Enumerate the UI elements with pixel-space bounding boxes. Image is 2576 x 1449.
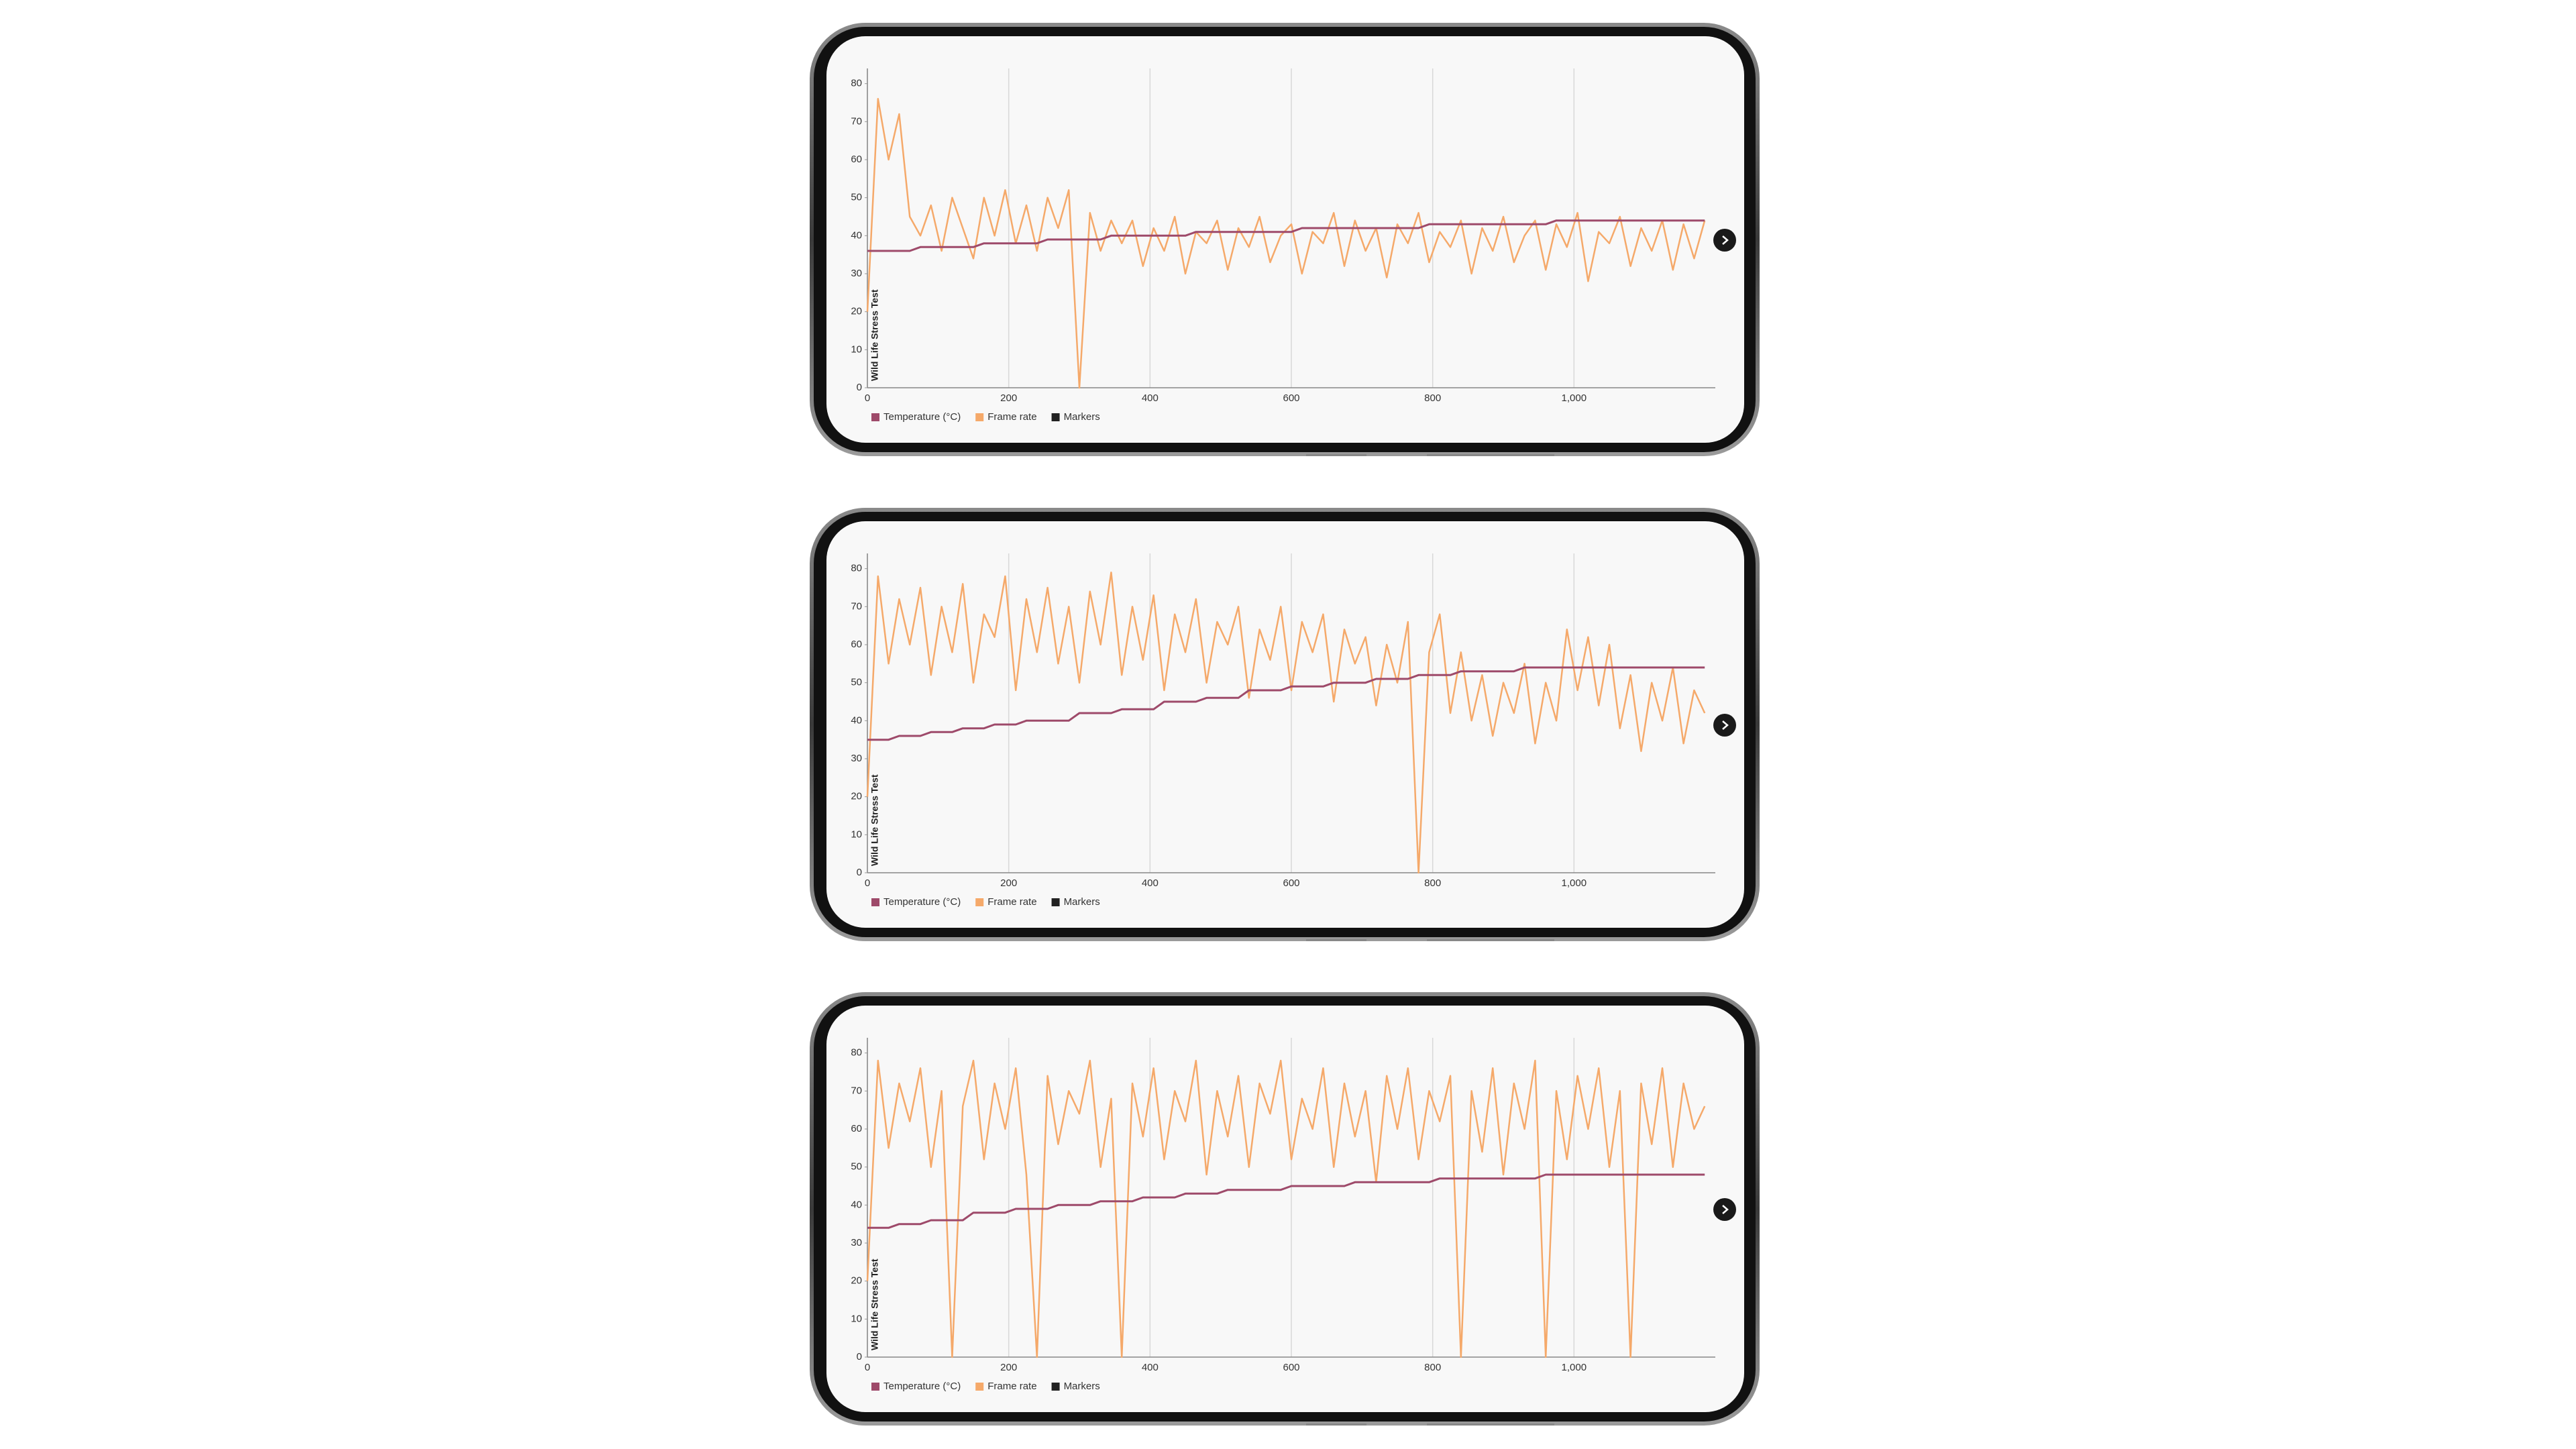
y-tick-label: 0 (857, 1351, 862, 1362)
phone-screen (826, 1006, 1744, 1412)
y-tick-label: 10 (851, 828, 862, 840)
phone: 0 200 400 600 800 1,000 0 10 20 30 40 50 60 70 80 Wild … (810, 508, 1760, 942)
y-tick-label: 40 (851, 714, 862, 726)
legend-swatch (1051, 413, 1060, 421)
legend-label: Frame rate (987, 896, 1036, 908)
x-tick-label: 400 (1142, 392, 1159, 404)
x-tick-label: 800 (1424, 1362, 1441, 1373)
legend-swatch (975, 413, 984, 421)
y-axis-label: Wild Life Stress Test (869, 1258, 880, 1350)
y-tick-label: 20 (851, 306, 862, 317)
x-tick-label: 600 (1283, 1362, 1299, 1373)
side-button (1427, 939, 1554, 942)
y-tick-label: 10 (851, 343, 862, 355)
legend-label: Markers (1064, 1381, 1100, 1392)
y-tick-label: 40 (851, 229, 862, 241)
y-tick-label: 40 (851, 1199, 862, 1210)
x-tick-label: 1,000 (1562, 1362, 1587, 1373)
x-tick-label: 200 (1000, 1362, 1017, 1373)
legend-swatch (871, 413, 879, 421)
y-tick-label: 60 (851, 154, 862, 165)
y-tick-label: 0 (857, 867, 862, 878)
legend-label: Frame rate (987, 1381, 1036, 1392)
y-tick-label: 80 (851, 1047, 862, 1059)
side-button (1427, 1424, 1554, 1426)
legend-label: Markers (1064, 896, 1100, 908)
phone-screen (826, 36, 1744, 443)
x-tick-label: 0 (865, 392, 870, 404)
y-tick-label: 80 (851, 78, 862, 89)
legend-label: Temperature (°C) (883, 896, 961, 908)
y-tick-label: 50 (851, 192, 862, 203)
y-tick-label: 30 (851, 268, 862, 279)
y-tick-label: 10 (851, 1313, 862, 1324)
y-tick-label: 70 (851, 1085, 862, 1096)
y-axis-label: Wild Life Stress Test (869, 774, 880, 866)
side-button (1306, 939, 1366, 942)
x-tick-label: 200 (1000, 392, 1017, 404)
series-line (867, 219, 1705, 252)
nav-arrow (1722, 235, 1729, 245)
legend-swatch (1051, 898, 1060, 906)
nav-button[interactable] (1713, 714, 1736, 737)
y-tick-label: 70 (851, 600, 862, 612)
y-tick-label: 50 (851, 677, 862, 688)
x-tick-label: 800 (1424, 877, 1441, 889)
series-line (866, 572, 1706, 874)
x-tick-label: 600 (1283, 392, 1299, 404)
y-tick-label: 30 (851, 1237, 862, 1248)
nav-arrow (1722, 720, 1729, 730)
chart: 0 200 400 600 800 1,000 0 10 20 30 40 50 60 70 80 Wild … (810, 508, 1760, 942)
phone-screen (826, 521, 1744, 928)
chart: 0 200 400 600 800 1,000 0 10 20 30 40 50 60 70 80 Wild … (810, 992, 1760, 1426)
side-button (1306, 1424, 1366, 1426)
series-line (867, 666, 1705, 741)
y-tick-label: 60 (851, 1123, 862, 1134)
series-line (866, 1059, 1706, 1358)
legend-swatch (871, 1383, 879, 1391)
side-button (1306, 454, 1366, 457)
y-tick-label: 0 (857, 382, 862, 393)
y-tick-label: 20 (851, 791, 862, 802)
x-tick-label: 800 (1424, 392, 1441, 404)
legend-swatch (975, 1383, 984, 1391)
y-tick-label: 60 (851, 639, 862, 650)
x-tick-label: 1,000 (1562, 392, 1587, 404)
series-line (866, 98, 1706, 389)
side-button (1427, 454, 1554, 457)
phone: 0 200 400 600 800 1,000 0 10 20 30 40 50 60 70 80 Wild … (810, 23, 1760, 457)
legend-swatch (871, 898, 879, 906)
x-tick-label: 200 (1000, 877, 1017, 889)
legend-swatch (1051, 1383, 1060, 1391)
nav-button[interactable] (1713, 229, 1736, 252)
legend-swatch (975, 898, 984, 906)
x-tick-label: 0 (865, 1362, 870, 1373)
legend-label: Frame rate (987, 411, 1036, 423)
x-tick-label: 400 (1142, 877, 1159, 889)
y-tick-label: 30 (851, 753, 862, 764)
legend-label: Markers (1064, 411, 1100, 423)
series-line (867, 1173, 1705, 1229)
phone: 0 200 400 600 800 1,000 0 10 20 30 40 50 60 70 80 Wild … (810, 992, 1760, 1426)
legend-label: Temperature (°C) (883, 411, 961, 423)
y-tick-label: 80 (851, 563, 862, 574)
x-tick-label: 1,000 (1562, 877, 1587, 889)
y-tick-label: 70 (851, 115, 862, 127)
x-tick-label: 0 (865, 877, 870, 889)
y-axis-label: Wild Life Stress Test (869, 289, 880, 381)
y-tick-label: 50 (851, 1161, 862, 1173)
nav-button[interactable] (1713, 1198, 1736, 1221)
chart: 0 200 400 600 800 1,000 0 10 20 30 40 50 60 70 80 Wild … (810, 23, 1760, 457)
x-tick-label: 400 (1142, 1362, 1159, 1373)
x-tick-label: 600 (1283, 877, 1299, 889)
legend-label: Temperature (°C) (883, 1381, 961, 1392)
nav-arrow (1722, 1205, 1729, 1214)
y-tick-label: 20 (851, 1275, 862, 1287)
